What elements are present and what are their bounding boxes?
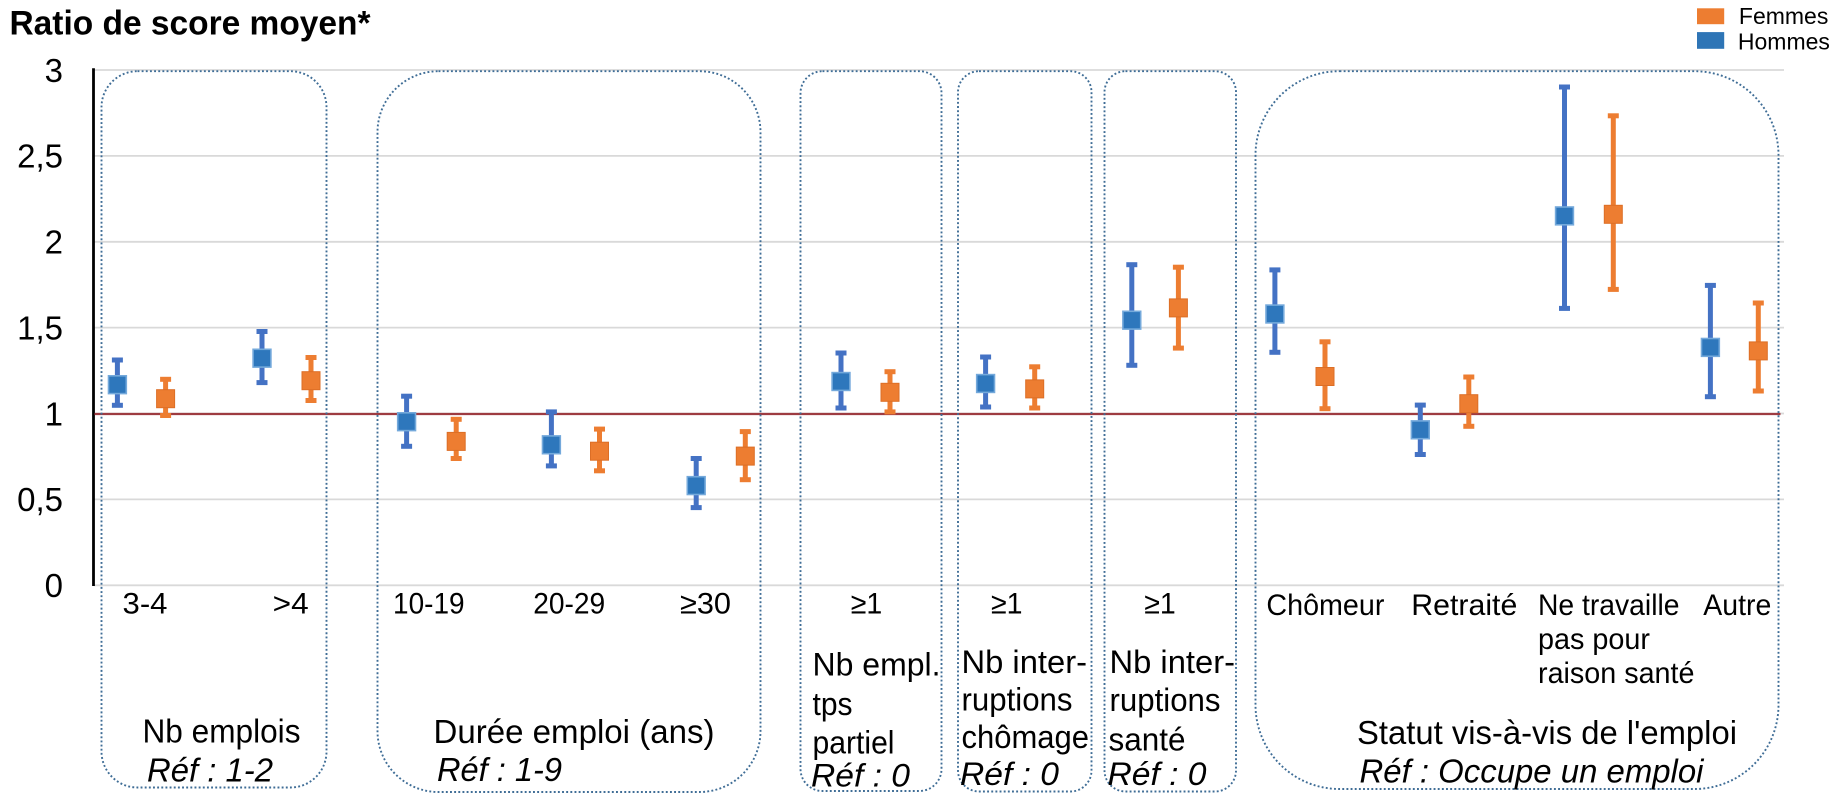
svg-text:Hommes: Hommes	[1738, 29, 1830, 55]
svg-text:3-4: 3-4	[123, 588, 168, 621]
svg-text:Femmes: Femmes	[1739, 3, 1828, 29]
svg-text:Réf : 0: Réf : 0	[1108, 756, 1207, 792]
svg-text:Réf : 0: Réf : 0	[811, 758, 910, 794]
svg-text:Statut vis-à-vis de l'emploi: Statut vis-à-vis de l'emploi	[1357, 714, 1737, 751]
svg-text:≥1: ≥1	[1144, 588, 1176, 621]
svg-text:10-19: 10-19	[393, 588, 465, 621]
svg-text:Réf : 0: Réf : 0	[960, 756, 1059, 792]
svg-text:≥30: ≥30	[680, 588, 731, 621]
svg-text:20-29: 20-29	[533, 588, 605, 621]
svg-text:santé: santé	[1109, 722, 1186, 758]
svg-text:1,5: 1,5	[17, 309, 63, 346]
svg-text:partiel: partiel	[813, 725, 895, 761]
svg-text:>4: >4	[273, 588, 309, 621]
svg-text:ruptions: ruptions	[1110, 682, 1221, 718]
svg-text:0: 0	[45, 567, 63, 604]
svg-text:Ratio de score moyen*: Ratio de score moyen*	[10, 4, 372, 42]
svg-text:Nb inter-: Nb inter-	[962, 644, 1088, 680]
svg-text:Chômeur: Chômeur	[1266, 589, 1384, 622]
svg-text:pas pour: pas pour	[1538, 623, 1650, 656]
svg-text:0,5: 0,5	[17, 481, 63, 518]
svg-text:ruptions: ruptions	[962, 682, 1073, 718]
svg-text:1: 1	[45, 395, 63, 432]
svg-text:Réf : Occupe un emploi: Réf : Occupe un emploi	[1360, 753, 1706, 790]
svg-text:raison santé: raison santé	[1538, 657, 1695, 690]
svg-text:Nb emplois: Nb emplois	[143, 713, 301, 750]
svg-text:Réf : 1-9: Réf : 1-9	[437, 751, 562, 788]
svg-text:≥1: ≥1	[851, 588, 883, 621]
svg-text:3: 3	[45, 52, 63, 89]
svg-text:Nb inter-: Nb inter-	[1110, 644, 1236, 680]
svg-text:Autre: Autre	[1703, 589, 1771, 622]
svg-text:chômage: chômage	[962, 719, 1090, 755]
svg-text:≥1: ≥1	[991, 588, 1023, 621]
svg-text:2: 2	[45, 224, 63, 261]
svg-text:Réf : 1-2: Réf : 1-2	[147, 752, 273, 789]
svg-text:Ne travaille: Ne travaille	[1538, 589, 1680, 622]
svg-text:tps: tps	[813, 686, 853, 722]
svg-text:Durée emploi (ans): Durée emploi (ans)	[434, 713, 715, 750]
svg-text:Nb empl.: Nb empl.	[813, 647, 941, 683]
svg-text:Retraité: Retraité	[1411, 589, 1517, 622]
svg-text:2,5: 2,5	[17, 138, 63, 175]
